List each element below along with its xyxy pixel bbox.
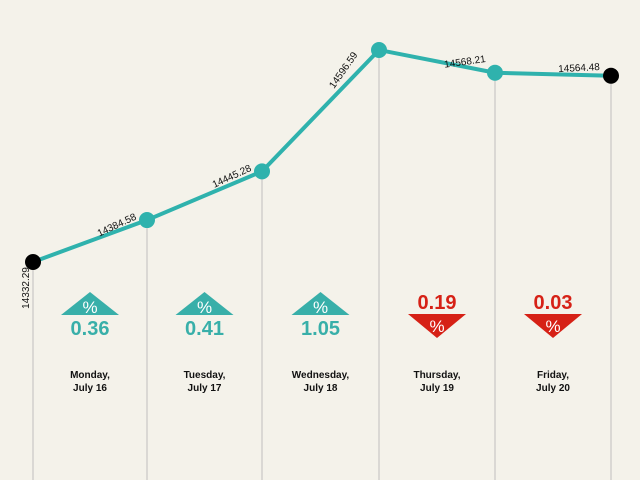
- day-label-date: July 17: [187, 383, 222, 394]
- data-point-4: [487, 64, 503, 81]
- day-label-date: July 19: [420, 383, 454, 394]
- up-triangle-2: [291, 292, 350, 315]
- up-triangle-0: [61, 292, 119, 315]
- day-label-date: July 20: [536, 383, 570, 394]
- down-triangle-4: [524, 314, 582, 338]
- day-label-1: Monday, July 16: [35, 369, 145, 395]
- change-value-2: 1.05: [301, 318, 340, 340]
- day-label-2: Tuesday, July 17: [150, 369, 260, 395]
- percent-sign-2: %: [313, 298, 328, 317]
- day-label-weekday: Wednesday,: [291, 370, 350, 381]
- day-label-weekday: Monday,: [70, 370, 110, 381]
- change-value-0: 0.36: [71, 318, 110, 340]
- down-triangle-3: [408, 314, 466, 338]
- data-point-5: [603, 67, 619, 84]
- day-label-3: Wednesday, July 18: [266, 369, 376, 395]
- day-label-weekday: Tuesday,: [183, 370, 226, 381]
- data-point-1: [139, 212, 155, 229]
- change-value-4: 0.03: [534, 292, 573, 314]
- percent-sign-3: %: [429, 317, 444, 336]
- percent-sign-1: %: [197, 298, 212, 317]
- percent-sign-0: %: [82, 298, 97, 317]
- day-label-date: July 18: [303, 383, 338, 394]
- up-triangle-1: [175, 292, 234, 315]
- data-point-2: [254, 163, 270, 180]
- day-label-date: July 16: [73, 383, 107, 394]
- data-point-3: [371, 42, 387, 58]
- day-label-5: Friday, July 20: [498, 369, 608, 395]
- series-line: [31, 48, 613, 264]
- percent-sign-4: %: [545, 317, 560, 336]
- day-label-weekday: Thursday,: [413, 370, 461, 381]
- data-point-0: [25, 254, 41, 270]
- day-label-weekday: Friday,: [536, 370, 570, 381]
- data-label-0: 14332.29: [21, 267, 32, 309]
- change-value-3: 0.19: [418, 292, 457, 314]
- day-label-4: Thursday, July 19: [382, 369, 492, 395]
- change-value-1: 0.41: [185, 318, 224, 340]
- data-label-5: 14564.48: [558, 62, 601, 75]
